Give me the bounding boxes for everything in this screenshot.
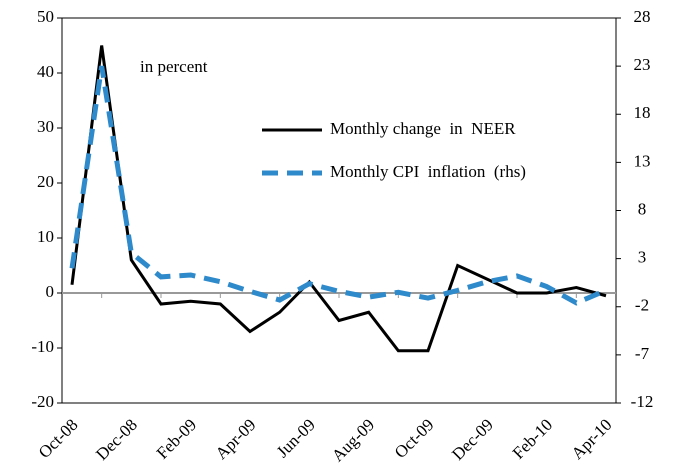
y2-tick-label: 3 [638,248,647,267]
series-line [70,45,607,353]
y2-tick-label: 13 [634,151,651,170]
y2-tick-label: 18 [634,103,651,122]
x-tick-label: Aug-09 [328,415,378,465]
y2-tick-label: -12 [631,392,654,411]
x-tick-label: Jun-09 [273,415,319,461]
x-tick-label: Apr-09 [212,415,260,463]
y-tick-label: 40 [37,62,54,81]
y2-tick-label: 8 [638,199,647,218]
y-tick-label: -20 [31,392,54,411]
x-tick-label: Apr-10 [568,415,616,463]
y2-tick-label: -7 [635,344,650,363]
x-tick-label: Oct-08 [35,415,82,462]
x-tick-label: Dec-08 [92,415,141,464]
x-tick-label: Feb-09 [153,415,200,462]
y2-tick-label: 28 [634,7,651,26]
y2-tick-label: 23 [634,55,651,74]
x-tick-label: Feb-10 [509,415,556,462]
x-tick-label: Dec-09 [448,415,497,464]
legend-label: Monthly CPI inflation (rhs) [330,162,526,181]
y-tick-label: 10 [37,227,54,246]
legend-label: Monthly change in NEER [330,119,516,138]
y-tick-label: -10 [31,337,54,356]
annotation: in percent [140,57,208,76]
y-tick-label: 20 [37,172,54,191]
x-tick-label: Oct-09 [391,415,438,462]
y-tick-label: 30 [37,117,54,136]
y-tick-label: 0 [46,282,55,301]
y2-tick-label: -2 [635,296,649,315]
y-tick-label: 50 [37,7,54,26]
series-line [69,65,607,306]
